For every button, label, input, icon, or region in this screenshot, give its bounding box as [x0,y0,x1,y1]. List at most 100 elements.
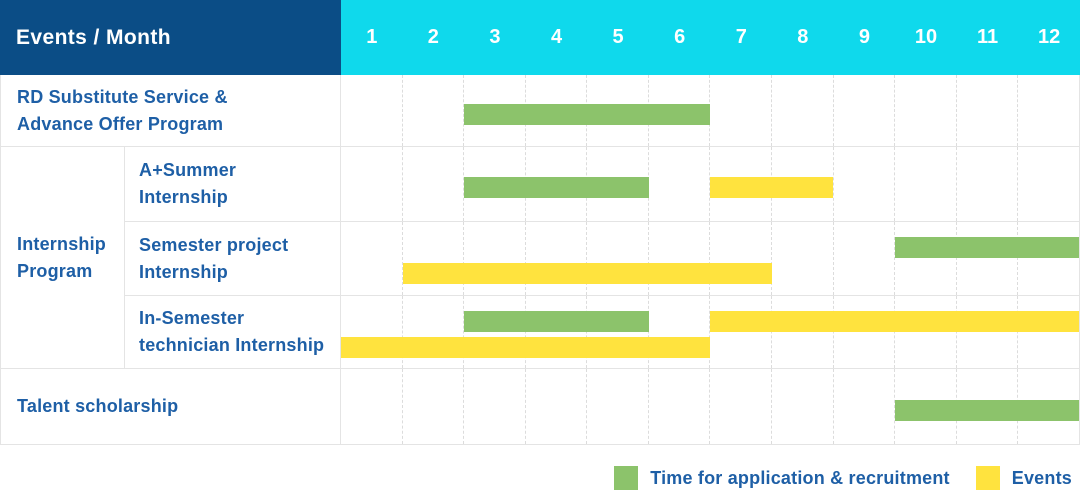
month-cell [771,369,833,444]
month-cell [832,75,895,146]
month-cell [341,147,402,221]
month-cell [894,222,956,295]
recruitment-bar [464,177,649,198]
recruitment-legend-swatch [614,466,639,490]
month-cell [771,75,833,146]
row-label-line: Internship [17,233,107,254]
month-header-2: 2 [427,26,439,48]
month-cell [341,222,402,295]
month-cell [1017,296,1079,368]
month-header-1: 1 [366,26,378,48]
row-label-cell: In-Semester technician Internship [125,296,341,368]
events-month-table: Events / Month 1 2 3 4 5 6 7 8 9 10 11 12 RD Substi… [0,0,1080,445]
month-cell [401,296,464,368]
month-header-8: 8 [797,26,809,48]
event-bar [710,177,833,198]
row-label-cell: Talent scholarship [1,369,341,444]
table-row: A+Summer Internship [125,147,1079,221]
month-cell [1017,147,1079,221]
month-cell [586,222,648,295]
row-label-line: In-Semester [139,308,245,328]
month-header-5: 5 [612,26,624,48]
month-header-12: 12 [1038,26,1061,48]
month-cell [401,369,464,444]
month-grid [341,147,1079,221]
month-cell [832,296,895,368]
recruitment-bar [464,103,710,125]
table-row: Talent scholarship [1,368,1079,444]
month-cell [463,75,525,146]
table-row: In-Semester technician Internship [125,295,1079,368]
month-cell [647,369,710,444]
month-cell [1017,222,1079,295]
row-label-line: RD Substitute Service & [17,86,228,107]
row-label-cell: RD Substitute Service & Advance Offer Pro… [1,75,341,146]
month-cell [401,222,464,295]
month-grid [341,369,1079,444]
month-cell [955,75,1018,146]
row-label-cell: Semester project Internship [125,222,341,295]
month-cell [401,75,464,146]
event-bar [710,311,1079,332]
month-cell [709,147,771,221]
month-cell [647,296,710,368]
group-subrows: A+Summer Internship Semester project Intern… [125,147,1079,368]
row-label-cell: A+Summer Internship [125,147,341,221]
month-cell [524,369,587,444]
month-cell [771,296,833,368]
month-cell [401,147,464,221]
recruitment-bar [894,237,1079,258]
event-bar [402,263,772,284]
row-label-line: Internship [139,187,229,207]
table-header-row: Events / Month 1 2 3 4 5 6 7 8 9 10 11 12 [0,0,1080,75]
month-cell [771,222,833,295]
month-cell [463,369,525,444]
month-header-row: 1 2 3 4 5 6 7 8 9 10 11 12 [341,0,1080,75]
month-grid [341,296,1079,368]
month-cell [955,147,1018,221]
month-cell [709,296,771,368]
month-cell [341,369,402,444]
month-cell [524,296,587,368]
row-label-line: technician Internship [139,335,325,355]
month-cell [709,222,771,295]
month-cell [463,296,525,368]
month-cell [832,147,895,221]
month-cell [832,369,895,444]
month-cell [894,296,956,368]
table-row: RD Substitute Service & Advance Offer Pro… [1,75,1079,146]
month-header-3: 3 [489,26,501,48]
month-cell [463,147,525,221]
month-cell [341,75,402,146]
table-row: Semester project Internship [125,221,1079,295]
month-cell [894,147,956,221]
event-bar [341,337,710,358]
recruitment-legend-label: Time for application & recruitment [650,467,950,488]
month-header-10: 10 [914,26,938,48]
events-month-header-label: Events / Month [16,25,171,49]
month-cell [1017,75,1079,146]
events-legend-swatch [975,466,1000,490]
month-cell [647,147,710,221]
month-header-7: 7 [735,26,747,48]
recruitment-bar [894,399,1079,421]
table-row-group: Internship Program A+Summer Internship Semes… [1,146,1079,368]
month-cell [832,222,895,295]
month-header-6: 6 [674,26,686,48]
group-label-cell: Internship Program [1,147,125,368]
month-cell [586,296,648,368]
month-header-11: 11 [976,26,999,48]
month-header-9: 9 [858,26,870,48]
events-month-header-cell: Events / Month [0,0,341,75]
row-label-line: Internship [139,261,229,282]
month-cell [524,222,587,295]
month-cell [955,296,1018,368]
table-body: RD Substitute Service & Advance Offer Pro… [0,75,1080,445]
month-grid [341,75,1079,146]
month-cell [894,75,956,146]
month-header-4: 4 [550,26,563,48]
month-cell [463,222,525,295]
events-legend-label: Events [1011,467,1072,488]
month-cell [709,369,771,444]
